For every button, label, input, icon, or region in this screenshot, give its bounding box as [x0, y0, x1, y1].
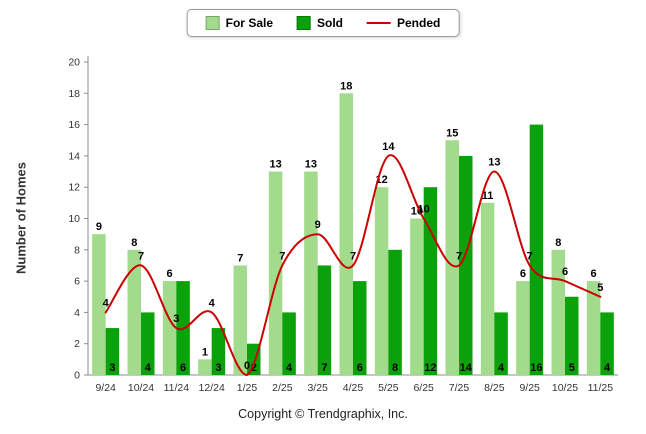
svg-text:12: 12 [68, 182, 80, 194]
svg-text:4: 4 [498, 362, 505, 374]
svg-text:13: 13 [488, 157, 500, 169]
legend-item-sold: Sold [297, 16, 343, 30]
svg-text:7: 7 [321, 362, 327, 374]
svg-text:14: 14 [460, 362, 473, 374]
svg-text:4: 4 [145, 362, 152, 374]
svg-text:15: 15 [446, 127, 458, 139]
legend: For Sale Sold Pended [186, 9, 460, 37]
svg-text:9: 9 [315, 219, 321, 231]
svg-text:4: 4 [286, 362, 293, 374]
svg-text:8/25: 8/25 [484, 382, 505, 394]
svg-text:7: 7 [237, 252, 243, 264]
svg-text:12/24: 12/24 [199, 382, 225, 394]
svg-text:10: 10 [411, 206, 423, 218]
svg-text:6: 6 [357, 362, 363, 374]
svg-text:6/25: 6/25 [413, 382, 434, 394]
svg-text:1: 1 [202, 346, 208, 358]
svg-text:7: 7 [138, 250, 144, 262]
svg-text:1/25: 1/25 [237, 382, 258, 394]
svg-text:9/24: 9/24 [95, 382, 116, 394]
svg-text:10/24: 10/24 [128, 382, 154, 394]
svg-text:6: 6 [167, 268, 173, 280]
svg-text:18: 18 [340, 80, 352, 92]
svg-text:14: 14 [382, 141, 395, 153]
legend-item-for-sale: For Sale [205, 16, 274, 30]
svg-text:10: 10 [68, 213, 80, 225]
svg-text:8: 8 [131, 237, 137, 249]
svg-text:11/25: 11/25 [588, 382, 614, 394]
legend-label-for-sale: For Sale [225, 16, 274, 30]
svg-text:11/24: 11/24 [164, 382, 190, 394]
svg-text:3: 3 [215, 362, 221, 374]
svg-text:8: 8 [74, 244, 80, 256]
svg-text:6: 6 [74, 276, 80, 288]
svg-text:2: 2 [74, 338, 80, 350]
svg-text:5: 5 [569, 362, 575, 374]
for-sale-swatch-icon [205, 16, 220, 30]
svg-text:11: 11 [482, 190, 494, 202]
svg-text:6: 6 [180, 362, 186, 374]
svg-text:5/25: 5/25 [378, 382, 399, 394]
svg-text:18: 18 [68, 88, 80, 100]
svg-text:9: 9 [96, 221, 102, 233]
svg-text:13: 13 [305, 159, 317, 171]
svg-text:4/25: 4/25 [343, 382, 364, 394]
svg-text:10/25: 10/25 [552, 382, 578, 394]
svg-text:9/25: 9/25 [519, 382, 540, 394]
svg-text:16: 16 [68, 119, 80, 131]
pended-line-swatch-icon [367, 22, 392, 24]
svg-text:3: 3 [173, 313, 179, 325]
svg-text:5: 5 [597, 282, 603, 294]
svg-text:6: 6 [591, 268, 597, 280]
svg-text:8: 8 [555, 237, 561, 249]
svg-text:2: 2 [251, 362, 257, 374]
svg-text:4: 4 [103, 297, 110, 309]
svg-text:20: 20 [68, 57, 80, 69]
svg-text:12: 12 [424, 362, 436, 374]
legend-item-pended: Pended [367, 16, 440, 30]
copyright-footer: Copyright © Trendgraphix, Inc. [238, 407, 408, 421]
svg-text:10: 10 [418, 204, 430, 216]
svg-text:2/25: 2/25 [272, 382, 293, 394]
svg-text:3: 3 [109, 362, 115, 374]
svg-text:8: 8 [392, 362, 398, 374]
svg-text:13: 13 [269, 159, 281, 171]
svg-text:7: 7 [456, 250, 462, 262]
svg-text:6: 6 [562, 266, 568, 278]
svg-text:6: 6 [520, 268, 526, 280]
sold-swatch-icon [297, 16, 312, 30]
svg-text:0: 0 [74, 370, 80, 382]
svg-text:4: 4 [209, 297, 216, 309]
svg-text:7: 7 [527, 250, 533, 262]
svg-text:3/25: 3/25 [307, 382, 328, 394]
chart-svg: 02468101214161820939/248410/246611/24131… [68, 56, 618, 394]
legend-label-pended: Pended [397, 16, 441, 30]
svg-text:7: 7 [350, 250, 356, 262]
svg-text:4: 4 [74, 307, 80, 319]
svg-text:7: 7 [279, 250, 285, 262]
svg-text:0: 0 [244, 360, 250, 372]
svg-text:16: 16 [530, 362, 542, 374]
legend-label-sold: Sold [317, 16, 344, 30]
svg-text:7/25: 7/25 [449, 382, 470, 394]
y-axis-title: Number of Homes [13, 162, 29, 274]
svg-text:14: 14 [68, 150, 80, 162]
svg-text:4: 4 [604, 362, 611, 374]
